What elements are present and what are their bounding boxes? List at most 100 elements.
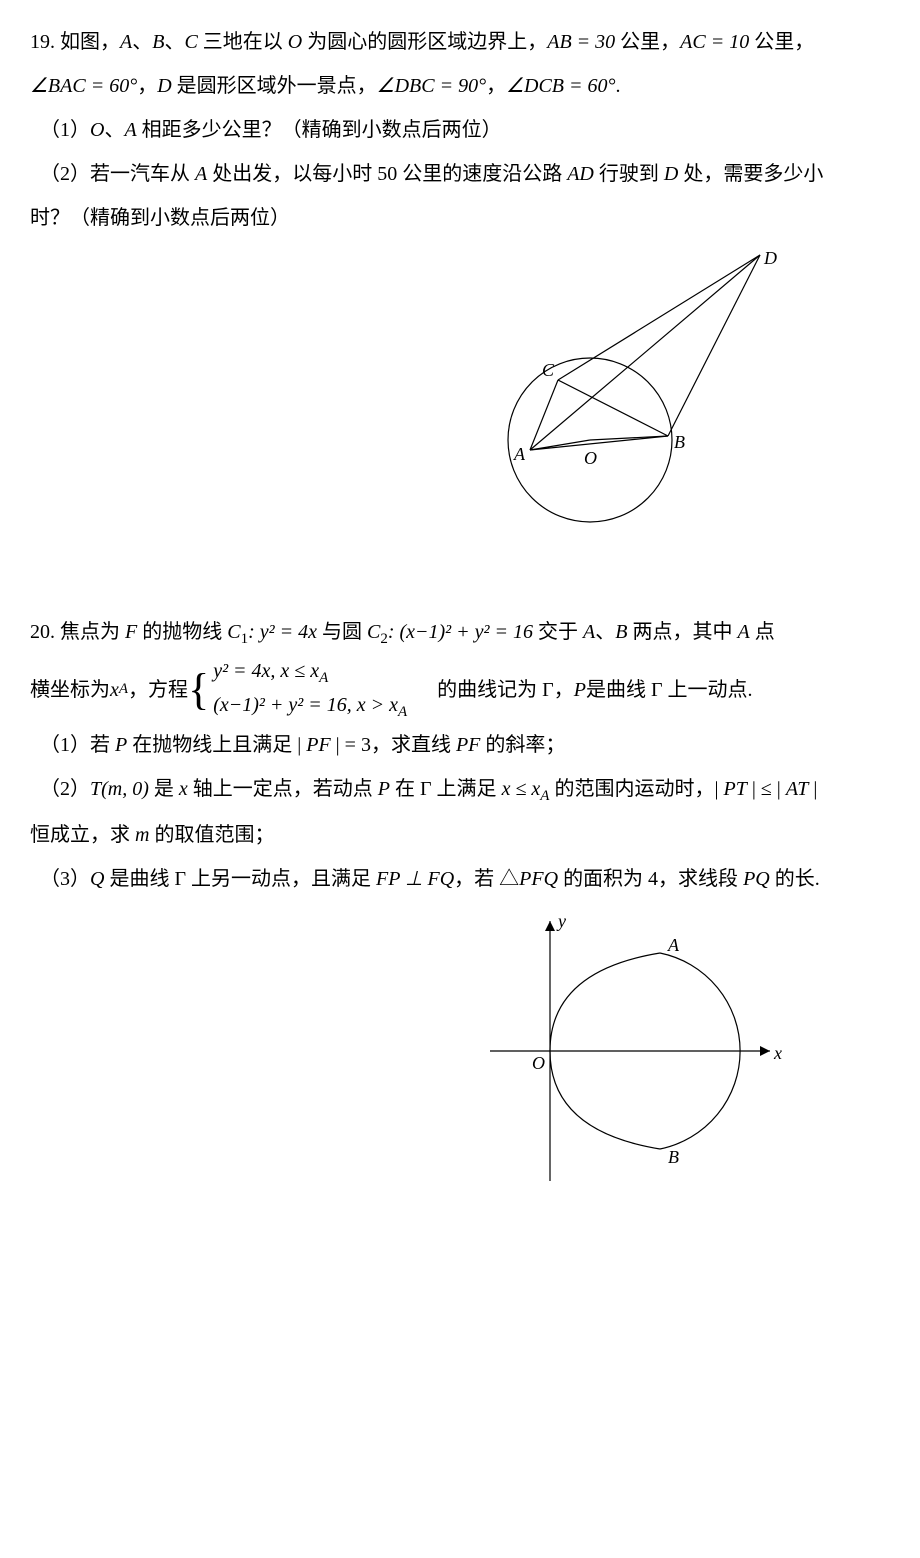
text: 是 (149, 778, 179, 800)
text: 行驶到 (594, 163, 664, 185)
text: （3） (40, 868, 90, 890)
p19-line2: ∠BAC = 60°，D 是圆形区域外一景点，∠DBC = 90°，∠DCB =… (30, 64, 890, 108)
eq-AB: AB = 30 (547, 31, 615, 53)
line-AB (530, 436, 668, 450)
text: 焦点为 (60, 621, 125, 643)
text: 恒成立，求 (30, 824, 135, 846)
text: 轴上一定点，若动点 (188, 778, 378, 800)
var-C: C (184, 31, 197, 53)
var-A: A (583, 621, 595, 643)
brace-icon: { (188, 668, 209, 712)
text: 的抛物线 (137, 621, 227, 643)
line-CB (558, 380, 668, 436)
brace-content: y² = 4x, x ≤ xA (x−1)² + y² = 16, x > xA (213, 656, 407, 723)
text: 、 (104, 119, 124, 141)
label-D: D (763, 250, 777, 268)
brace-bot: (x−1)² + y² = 16, x > x (213, 694, 398, 716)
var-Tm0: T(m, 0) (90, 778, 149, 800)
text: 的范围内运动时，| (549, 778, 723, 800)
var-PF: PF (456, 734, 480, 756)
label-A: A (513, 444, 526, 464)
var-C1: C (227, 621, 240, 643)
label-B: B (668, 1147, 679, 1167)
text: 两点，其中 (627, 621, 737, 643)
line-AC (530, 380, 558, 450)
var-A: A (195, 163, 207, 185)
text: 是曲线 Γ 上另一动点，且满足 (104, 868, 376, 890)
text: （1） (40, 119, 90, 141)
text: 是圆形区域外一景点， (172, 75, 377, 97)
text: ，若 △ (454, 868, 519, 890)
eq-BAC: ∠BAC = 60° (30, 75, 137, 97)
var-m: m (135, 824, 149, 846)
p19-q2-a: （2）若一汽车从 A 处出发，以每小时 50 公里的速度沿公路 AD 行驶到 D… (30, 152, 890, 196)
eq-AC: AC = 10 (680, 31, 749, 53)
p20-line2: 横坐标为 xA，方程 { y² = 4x, x ≤ xA (x−1)² + y²… (30, 656, 890, 723)
p20-q2-a: （2）T(m, 0) 是 x 轴上一定点，若动点 P 在 Γ 上满足 x ≤ x… (30, 767, 890, 813)
var-F: F (125, 621, 137, 643)
p20-q1: （1）若 P 在抛物线上且满足 | PF | = 3，求直线 PF 的斜率； (30, 723, 890, 767)
label-C: C (542, 360, 555, 380)
x-arrow-icon (760, 1046, 770, 1056)
sub-1: 1 (241, 631, 249, 647)
line-BD (668, 255, 760, 436)
var-A: A (124, 119, 136, 141)
text: | (808, 778, 817, 800)
text: （2） (40, 778, 90, 800)
var-P: P (115, 734, 127, 756)
var-B: B (152, 31, 164, 53)
label-O: O (532, 1053, 545, 1073)
text: 处出发，以每小时 50 公里的速度沿公路 (207, 163, 567, 185)
label-x: x (773, 1043, 782, 1063)
eq-C2: : (x−1)² + y² = 16 (388, 621, 533, 643)
text: 如图， (60, 31, 120, 53)
var-PT: PT (723, 778, 746, 800)
p20-q3: （3）Q 是曲线 Γ 上另一动点，且满足 FP ⊥ FQ，若 △PFQ 的面积为… (30, 857, 890, 901)
eq-FPperpFQ: FP ⊥ FQ (376, 868, 454, 890)
text: ，方程 (128, 668, 188, 712)
problem-20: 20. 焦点为 F 的抛物线 C1: y² = 4x 与圆 C2: (x−1)²… (30, 610, 890, 1191)
var-PF: PF (306, 734, 330, 756)
text: 的长. (770, 868, 820, 890)
var-D: D (157, 75, 171, 97)
brace-top: y² = 4x, x ≤ x (213, 660, 319, 682)
var-PQ: PQ (743, 868, 770, 890)
var-Q: Q (90, 868, 104, 890)
text: （2）若一汽车从 (40, 163, 195, 185)
var-AT: AT (786, 778, 809, 800)
text: 的取值范围； (149, 824, 274, 846)
text: 为圆心的圆形区域边界上， (302, 31, 547, 53)
line-AD (530, 255, 760, 450)
text: 、 (132, 31, 152, 53)
p20-q2-b: 恒成立，求 m 的取值范围； (30, 813, 890, 857)
p20-figure: O x y A B (30, 911, 890, 1191)
p19-line1: 19. 如图，A、B、C 三地在以 O 为圆心的圆形区域边界上，AB = 30 … (30, 20, 890, 64)
text: 的面积为 4，求线段 (558, 868, 743, 890)
circle-diagram-svg: A B C D O (470, 250, 790, 550)
var-C2: C (367, 621, 380, 643)
text: 三地在以 (198, 31, 288, 53)
text: 是曲线 Γ 上一动点. (586, 668, 753, 712)
problem-number: 20. (30, 621, 55, 643)
ineq-xlexa: x ≤ x (502, 778, 541, 800)
y-arrow-icon (545, 921, 555, 931)
label-O: O (584, 448, 597, 468)
label-A: A (667, 935, 680, 955)
p19-figure: A B C D O (30, 250, 890, 550)
text: | = 3，求直线 (331, 734, 456, 756)
text: 公里， (749, 31, 814, 53)
label-y: y (556, 911, 566, 931)
var-B: B (615, 621, 627, 643)
line-CD (558, 255, 760, 380)
sub-A: A (119, 673, 128, 706)
text: 与圆 (317, 621, 367, 643)
text: 处，需要多少小 (678, 163, 823, 185)
var-P: P (378, 778, 390, 800)
text: （1）若 (40, 734, 115, 756)
text: . (616, 75, 621, 97)
text: 、 (595, 621, 615, 643)
sub-2: 2 (380, 631, 388, 647)
text: 交于 (533, 621, 583, 643)
text: ， (486, 75, 506, 97)
var-O: O (90, 119, 104, 141)
